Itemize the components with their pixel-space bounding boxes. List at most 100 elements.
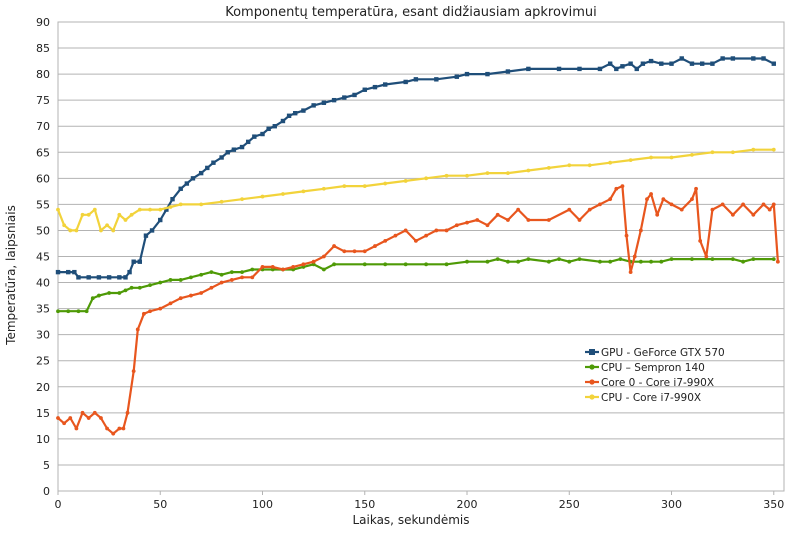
x-tick-label: 200 <box>457 498 478 511</box>
data-point <box>106 275 112 280</box>
data-point <box>97 293 101 298</box>
data-point <box>72 269 77 275</box>
data-point <box>240 275 244 280</box>
data-point <box>751 56 756 61</box>
data-point <box>231 147 237 152</box>
x-tick-label: 300 <box>661 498 682 511</box>
data-point <box>92 207 97 212</box>
data-point <box>68 228 73 233</box>
data-point <box>383 82 388 87</box>
data-point <box>628 61 633 66</box>
data-point <box>342 249 347 254</box>
data-point <box>567 259 572 264</box>
x-axis-label: Laikas, sekundėmis <box>352 513 469 527</box>
x-tick-label: 50 <box>153 498 167 511</box>
data-point <box>56 416 60 420</box>
data-point <box>567 163 572 168</box>
legend-item: CPU – Sempron 140 <box>585 362 705 374</box>
data-point <box>649 192 653 196</box>
data-point <box>158 280 163 285</box>
data-point <box>383 262 388 267</box>
data-point <box>761 56 766 61</box>
data-point <box>608 160 613 165</box>
data-point <box>311 262 316 267</box>
data-point <box>628 158 633 162</box>
data-point <box>148 309 152 314</box>
legend-swatch-marker <box>589 349 595 355</box>
data-point <box>424 233 429 238</box>
data-point <box>699 61 705 66</box>
data-point <box>111 228 116 233</box>
data-point <box>648 58 654 64</box>
legend-label: GPU - GeForce GTX 570 <box>601 347 725 359</box>
data-point <box>321 100 327 105</box>
data-point <box>123 218 128 222</box>
x-tick-label: 100 <box>252 498 273 511</box>
data-point <box>270 265 275 269</box>
data-point <box>123 288 128 293</box>
data-point <box>321 186 326 191</box>
data-point <box>557 257 561 262</box>
data-point <box>393 233 398 238</box>
data-point <box>66 309 71 314</box>
data-point <box>137 207 142 212</box>
data-point <box>272 124 277 129</box>
data-point <box>434 228 439 233</box>
data-point <box>620 184 625 189</box>
data-point <box>485 171 490 176</box>
data-point <box>55 269 61 275</box>
data-point <box>321 254 326 259</box>
data-point <box>506 218 510 222</box>
data-point <box>199 291 204 295</box>
data-point <box>618 257 623 262</box>
legend-item: CPU - Core i7-990X <box>585 392 701 404</box>
y-tick-label: 0 <box>43 485 50 498</box>
data-point <box>516 259 521 264</box>
data-point <box>352 92 357 98</box>
data-point <box>761 202 766 207</box>
chart-title: Komponentų temperatūra, esant didžiausia… <box>225 5 597 20</box>
data-point <box>362 262 367 267</box>
data-point <box>168 205 173 209</box>
data-point <box>679 56 684 61</box>
data-point <box>229 278 234 282</box>
data-point <box>99 228 103 233</box>
data-point <box>454 74 459 79</box>
data-point <box>661 197 666 202</box>
data-point <box>189 275 193 280</box>
data-point <box>301 265 306 269</box>
data-point <box>199 202 204 207</box>
data-point <box>403 79 408 85</box>
data-point <box>149 228 155 233</box>
data-point <box>143 233 149 238</box>
data-point <box>598 202 602 207</box>
data-point <box>741 259 745 264</box>
data-point <box>485 71 490 77</box>
x-tick-label: 250 <box>559 498 580 511</box>
data-point <box>694 186 698 191</box>
data-point <box>546 259 551 264</box>
data-point <box>90 296 95 301</box>
data-point <box>121 426 126 431</box>
data-point <box>105 223 109 228</box>
data-point <box>730 257 735 262</box>
data-point <box>577 257 582 262</box>
data-point <box>311 103 316 108</box>
data-point <box>556 66 562 72</box>
data-point <box>362 184 367 189</box>
data-point <box>74 426 79 431</box>
data-point <box>546 218 551 222</box>
data-point <box>413 77 419 82</box>
y-tick-label: 5 <box>43 459 50 472</box>
data-point <box>107 291 112 295</box>
data-point <box>567 207 572 212</box>
data-point <box>148 207 152 212</box>
y-tick-label: 75 <box>36 94 50 107</box>
data-point <box>117 426 122 431</box>
data-point <box>704 254 709 259</box>
data-point <box>266 126 271 132</box>
data-point <box>465 173 469 178</box>
data-point <box>690 197 694 202</box>
data-point <box>331 97 337 103</box>
